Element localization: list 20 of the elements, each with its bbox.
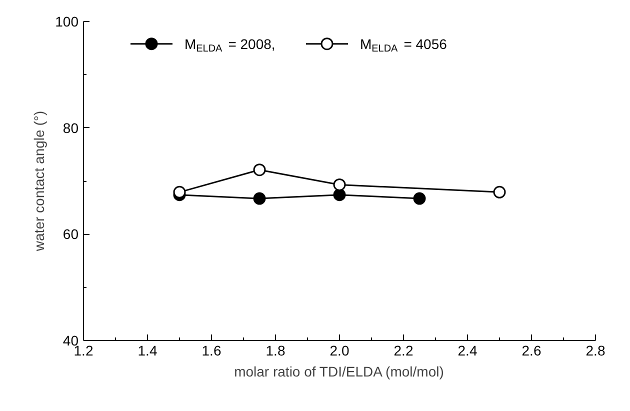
point — [333, 178, 346, 191]
point — [173, 186, 186, 198]
x-tick-label: 2.4 — [458, 342, 478, 358]
point — [413, 192, 426, 205]
y-axis-title: water contact angle (°) — [31, 110, 48, 252]
point — [333, 188, 346, 202]
point — [493, 186, 506, 198]
x-tick-label: 2.8 — [586, 342, 606, 358]
x-tick-label: 1.8 — [266, 342, 286, 358]
point — [253, 192, 266, 205]
point — [253, 164, 266, 176]
x-tick-label: 2.6 — [522, 342, 542, 358]
y-tick-label: 100 — [55, 14, 79, 30]
x-tick-label: 1.6 — [202, 342, 222, 358]
x-tick-label: 1.4 — [138, 342, 158, 358]
x-axis-title: molar ratio of TDI/ELDA (mol/mol) — [234, 364, 444, 380]
y-tick-label: 60 — [62, 226, 79, 242]
x-tick-label: 2.2 — [394, 342, 414, 358]
x-tick-label: 2.0 — [330, 342, 350, 358]
y-tick-label: 80 — [62, 120, 79, 136]
